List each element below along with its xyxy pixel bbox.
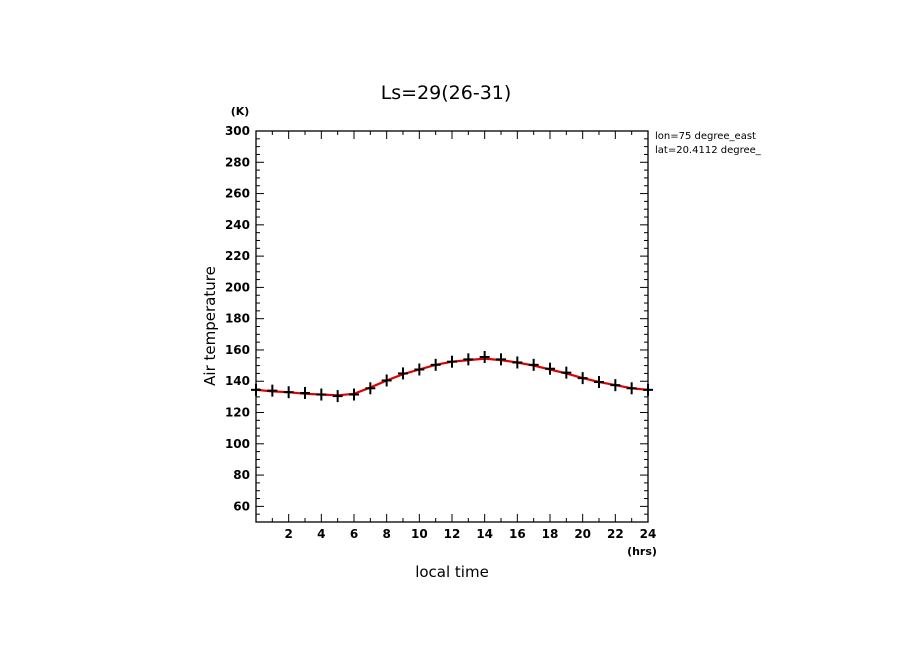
y-tick-label: 180 (225, 312, 250, 326)
data-point-marker (365, 382, 376, 395)
data-point-marker (479, 350, 490, 363)
y-tick-label: 260 (225, 187, 250, 201)
data-point-marker (561, 366, 572, 379)
y-unit-label: (K) (231, 105, 250, 118)
x-tick-label: 22 (607, 527, 624, 541)
x-tick-label: 6 (350, 527, 358, 541)
x-tick-label: 12 (444, 527, 461, 541)
x-tick-label: 10 (411, 527, 428, 541)
data-point-marker (414, 363, 425, 376)
data-point-marker (332, 390, 343, 403)
data-point-marker (610, 379, 621, 392)
data-point-marker (545, 362, 555, 375)
y-tick-label: 300 (225, 124, 250, 138)
series-layer (251, 350, 653, 403)
data-point-marker (283, 386, 294, 399)
data-point-marker (267, 384, 278, 397)
y-tick-label: 160 (225, 343, 250, 357)
data-point-marker (626, 382, 637, 395)
x-axis-title: local time (415, 563, 489, 581)
x-axis-ticks: 2 4 6 8 10 12 14 16 18 20 22 24 (271, 131, 657, 541)
data-point-marker (643, 383, 653, 396)
data-point-marker (447, 355, 457, 368)
data-point-marker (300, 386, 310, 399)
chart-title: Ls=29(26-31) (381, 82, 512, 104)
y-tick-label: 100 (225, 437, 250, 451)
y-tick-label: 60 (233, 499, 250, 513)
x-tick-label: 2 (284, 527, 292, 541)
data-point-marker (496, 353, 506, 366)
x-tick-label: 18 (542, 527, 559, 541)
y-tick-label: 280 (225, 155, 250, 169)
y-tick-label: 220 (225, 249, 250, 263)
x-unit-label: (hrs) (627, 545, 657, 558)
x-tick-label: 4 (317, 527, 325, 541)
y-tick-label: 140 (225, 374, 250, 388)
data-point-marker (381, 374, 392, 387)
y-axis-ticks: 60 80 100 120 140 160 180 200 220 240 260 280 300 (225, 124, 648, 523)
x-tick-label: 14 (476, 527, 493, 541)
data-point-marker (398, 367, 408, 380)
plot-frame (255, 130, 649, 523)
x-tick-label: 8 (382, 527, 390, 541)
y-axis-title: Air temperature (201, 266, 219, 386)
data-point-marker (528, 358, 539, 371)
data-point-marker (349, 388, 359, 401)
x-tick-label: 24 (640, 527, 657, 541)
x-tick-label: 16 (509, 527, 526, 541)
data-point-marker (577, 372, 588, 385)
data-point-marker (430, 358, 441, 371)
data-point-marker (316, 388, 327, 401)
annotation-lon: lon=75 degree_east (655, 131, 756, 142)
y-tick-label: 80 (233, 468, 250, 482)
data-point-marker (251, 383, 261, 396)
y-tick-label: 200 (225, 280, 250, 294)
annotation-lat: lat=20.4112 degree_ (655, 145, 762, 156)
data-point-marker (463, 353, 474, 366)
plot-frame-group (255, 130, 649, 523)
data-point-marker (594, 376, 604, 389)
y-tick-label: 120 (225, 406, 250, 420)
data-point-marker (512, 356, 523, 369)
x-tick-label: 20 (574, 527, 591, 541)
y-tick-label: 240 (225, 218, 250, 232)
